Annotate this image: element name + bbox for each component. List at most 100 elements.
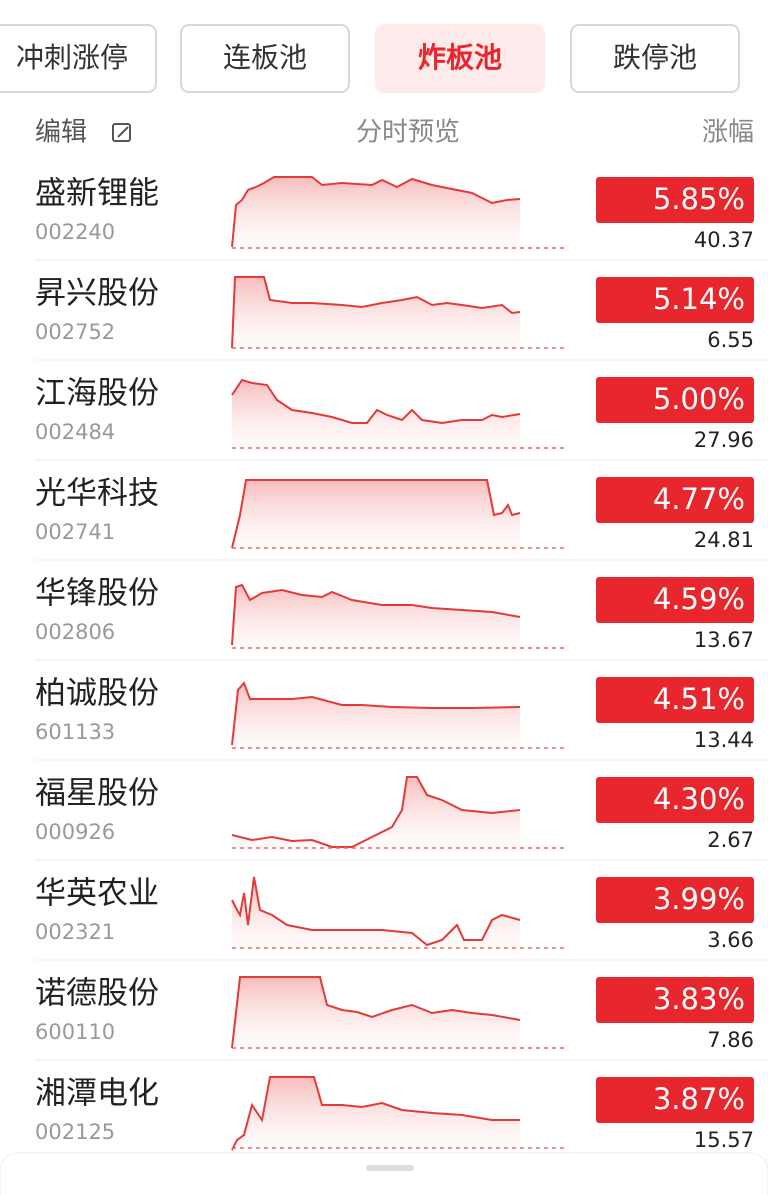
sparkline-line [231, 276, 521, 349]
sparkline [231, 378, 566, 450]
stock-list: 盛新锂能 002240 5.85% 40.37 昇兴股份 002752 5.14% 6.55 江… [35, 176, 768, 1161]
stock-code: 601133 [35, 720, 115, 744]
sparkline-area [232, 1077, 520, 1150]
change-badge [596, 1077, 754, 1123]
change-badge [596, 777, 754, 823]
edit-label[interactable]: 编辑 [35, 118, 87, 148]
stock-row[interactable]: 柏诚股份 601133 4.51% 13.44 [35, 676, 768, 761]
price: 7.86 [707, 1028, 754, 1052]
sparkline-area [232, 683, 520, 750]
sparkline [231, 681, 566, 750]
change-value: 5.85% [653, 182, 745, 216]
sparkline [231, 876, 566, 950]
stock-name[interactable]: 华锋股份 [35, 576, 159, 612]
sparkline-area [232, 777, 520, 850]
change-value: 4.59% [653, 582, 745, 616]
stock-row[interactable]: 盛新锂能 002240 5.85% 40.37 [35, 176, 768, 261]
stock-code: 002806 [35, 620, 115, 644]
stock-row[interactable]: 湘潭电化 002125 3.87% 15.57 [35, 1076, 768, 1161]
tab[interactable] [375, 24, 545, 93]
change-value: 5.14% [653, 282, 745, 316]
sparkline-line [231, 1076, 520, 1151]
stock-name[interactable]: 柏诚股份 [35, 676, 159, 712]
sparkline-line [231, 176, 521, 248]
sparkline-area [232, 877, 520, 950]
stock-code: 000926 [35, 820, 115, 844]
change-badge [596, 177, 754, 223]
stock-code: 002321 [35, 920, 115, 944]
change-value: 4.77% [653, 482, 745, 516]
sparkline-area [232, 380, 520, 450]
sparkline-line [231, 681, 521, 746]
tab-label[interactable]: 炸板池 [418, 41, 502, 74]
change-value: 4.51% [653, 682, 745, 716]
sparkline-area [232, 480, 520, 550]
bottom-sheet[interactable] [0, 1152, 768, 1195]
tab-label[interactable]: 冲刺涨停 [16, 41, 128, 74]
tab-label[interactable]: 跌停池 [613, 41, 697, 74]
change-badge [596, 577, 754, 623]
price: 13.67 [694, 628, 754, 652]
sheet-handle[interactable] [366, 1165, 414, 1171]
stock-name[interactable]: 光华科技 [35, 476, 159, 512]
stock-code: 002240 [35, 220, 115, 244]
sparkline [231, 176, 566, 250]
sparkline-line [231, 378, 521, 425]
stock-code: 002752 [35, 320, 115, 344]
stock-row[interactable]: 江海股份 002484 5.00% 27.96 [35, 376, 768, 461]
sparkline [231, 776, 566, 850]
price: 24.81 [694, 528, 754, 552]
change-badge [596, 377, 754, 423]
stock-name[interactable]: 江海股份 [35, 376, 159, 412]
change-value: 4.30% [653, 782, 745, 816]
stock-name[interactable]: 昇兴股份 [35, 276, 159, 312]
change-value: 3.87% [653, 1082, 745, 1116]
change-value: 3.83% [653, 982, 745, 1016]
price: 6.55 [707, 328, 754, 352]
sparkline-area [232, 177, 520, 250]
stock-name[interactable]: 华英农业 [35, 876, 159, 912]
tab[interactable] [570, 24, 740, 93]
tab[interactable] [0, 24, 157, 93]
edit-icon[interactable] [112, 123, 131, 142]
change-value: 3.99% [653, 882, 745, 916]
tab[interactable] [180, 24, 350, 93]
stock-code: 002741 [35, 520, 115, 544]
sparkline-line [231, 976, 521, 1049]
change-badge [596, 677, 754, 723]
sparkline-area [232, 277, 520, 350]
sparkline-line [231, 776, 521, 848]
change-value: 5.00% [653, 382, 745, 416]
stock-code: 002484 [35, 420, 115, 444]
stock-name[interactable]: 盛新锂能 [35, 176, 159, 212]
tab-bar: 冲刺涨停 连板池 炸板池 跌停池 [0, 24, 740, 93]
sparkline [231, 479, 566, 550]
sparkline [231, 1076, 566, 1151]
sparkline-area [232, 585, 520, 650]
price: 3.66 [707, 928, 754, 952]
preview-label: 分时预览 [356, 118, 460, 148]
change-badge [596, 877, 754, 923]
stock-row[interactable]: 昇兴股份 002752 5.14% 6.55 [35, 276, 768, 361]
stock-row[interactable]: 华锋股份 002806 4.59% 13.67 [35, 576, 768, 661]
stock-name[interactable]: 福星股份 [35, 776, 159, 812]
change-label[interactable]: 涨幅 [702, 118, 754, 148]
sparkline-line [231, 583, 521, 646]
price: 13.44 [694, 728, 754, 752]
stock-row[interactable]: 光华科技 002741 4.77% 24.81 [35, 476, 768, 561]
price: 27.96 [694, 428, 754, 452]
tab-label[interactable]: 连板池 [223, 41, 307, 74]
price: 2.67 [707, 828, 754, 852]
sparkline [231, 583, 566, 650]
stock-name[interactable]: 诺德股份 [35, 976, 159, 1012]
stock-code: 600110 [35, 1020, 115, 1044]
stock-row[interactable]: 福星股份 000926 4.30% 2.67 [35, 776, 768, 861]
sparkline-area [232, 977, 520, 1050]
stock-name[interactable]: 湘潭电化 [35, 1076, 159, 1112]
stock-row[interactable]: 华英农业 002321 3.99% 3.66 [35, 876, 768, 961]
change-badge [596, 277, 754, 323]
change-badge [596, 977, 754, 1023]
change-badge [596, 477, 754, 523]
stock-row[interactable]: 诺德股份 600110 3.83% 7.86 [35, 976, 768, 1061]
